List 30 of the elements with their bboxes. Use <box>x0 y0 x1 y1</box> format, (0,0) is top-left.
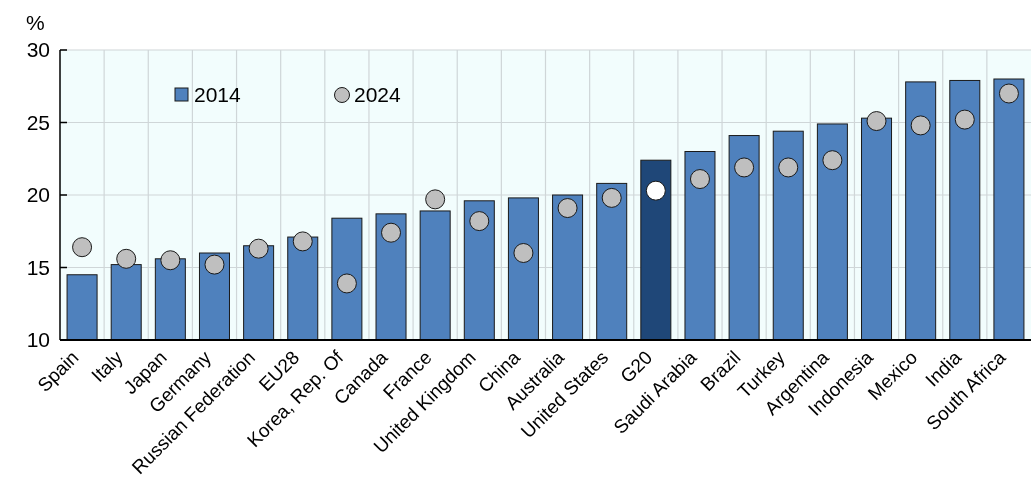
point <box>248 238 269 259</box>
point <box>469 211 490 232</box>
point <box>72 237 93 258</box>
point <box>910 115 931 136</box>
point <box>204 254 225 275</box>
point <box>557 198 578 219</box>
point <box>513 243 534 263</box>
point <box>601 187 622 208</box>
point <box>734 157 755 178</box>
point <box>292 231 313 252</box>
point <box>381 222 402 243</box>
legend-label: 2014 <box>194 83 242 106</box>
y-tick-label: 15 <box>26 255 50 279</box>
y-tick-label: 30 <box>26 38 50 62</box>
point <box>425 189 446 210</box>
point <box>822 150 843 171</box>
point <box>645 180 666 201</box>
legend-label: 2024 <box>354 83 402 106</box>
point <box>689 169 710 190</box>
y-tick-label: 10 <box>26 328 50 352</box>
point <box>778 157 799 178</box>
point <box>998 83 1019 104</box>
point <box>160 250 181 271</box>
point <box>116 248 137 269</box>
y-tick-label: 25 <box>26 110 50 134</box>
y-tick-label: 20 <box>26 183 50 207</box>
point <box>336 273 357 294</box>
y-axis-title: % <box>26 11 45 34</box>
point <box>954 109 975 130</box>
point <box>866 111 887 132</box>
